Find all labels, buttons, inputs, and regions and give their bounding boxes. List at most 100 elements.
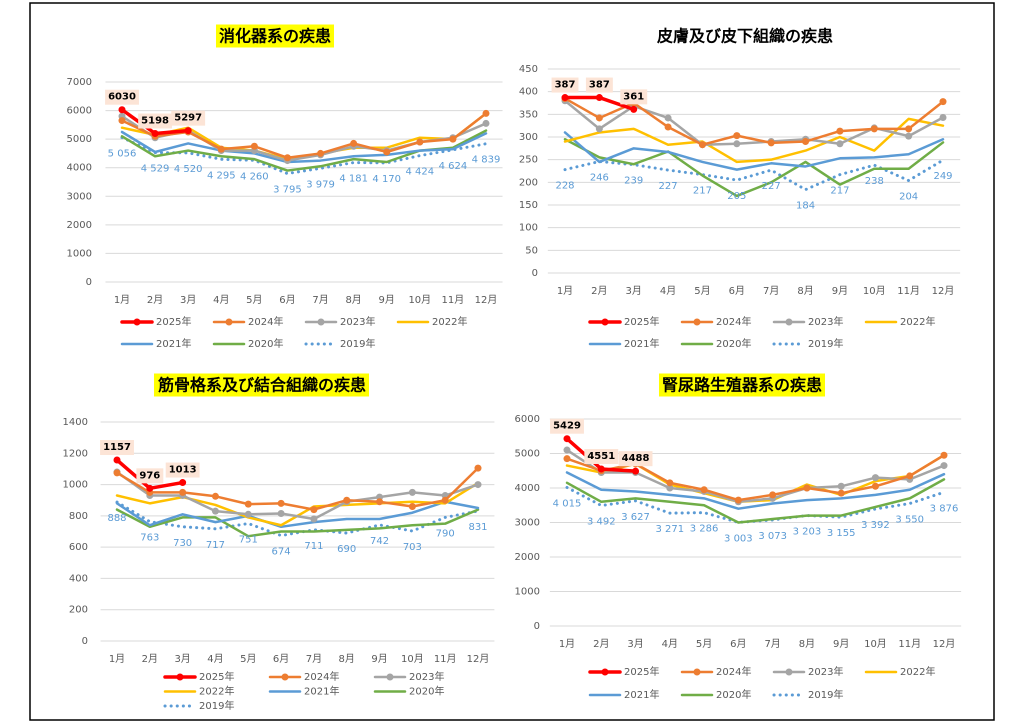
chart-title: 消化器系の疾患 [219,27,331,46]
point [733,140,741,148]
point [666,484,674,492]
y-tick-label: 250 [519,155,538,166]
series-line [115,500,480,529]
x-tick-label: 3月 [180,294,196,306]
point [802,138,810,146]
data-label-box [550,418,584,434]
data-label: 3 392 [861,520,890,531]
x-tick-label: 12月 [933,638,956,650]
x-tick-label: 5月 [694,285,710,297]
y-tick-label: 400 [69,573,88,584]
series-line [563,117,945,164]
data-label-box [138,113,173,129]
point [113,469,121,477]
point [118,106,126,114]
y-tick-label: 1200 [63,448,88,459]
y-tick-label: 2000 [515,552,540,563]
x-tick-label: 9月 [379,294,395,306]
x-tick-label: 5月 [240,653,256,665]
x-tick-label: 2月 [591,285,607,297]
series-line [563,138,945,198]
data-label: 3 795 [273,185,302,196]
title-highlight [215,24,335,48]
point [905,125,913,133]
data-label: 3 271 [655,524,684,535]
point [408,502,416,510]
chart-title: 筋骨格系及び結合組織の疾患 [157,376,366,395]
data-label: 831 [468,522,487,533]
x-tick-label: 2月 [593,638,609,650]
data-label: 976 [139,470,160,481]
y-tick-label: 1400 [63,417,88,428]
legend-label: 2025年 [624,665,659,678]
y-tick-label: 300 [519,132,538,143]
x-tick-label: 3月 [174,653,190,665]
data-label: 228 [555,181,574,192]
data-label: 227 [762,181,781,192]
y-tick-label: 450 [519,64,538,75]
legend-label: 2019年 [199,699,234,712]
y-tick-label: 1000 [63,480,88,491]
data-label-box [551,77,579,93]
point [179,479,187,487]
point [595,114,603,122]
x-tick-label: 3月 [626,285,642,297]
data-label: 387 [555,80,576,91]
x-tick-label: 9月 [371,653,387,665]
data-label: 751 [239,535,258,546]
point [217,145,225,153]
y-tick-label: 150 [519,200,538,211]
x-tick-label: 6月 [729,285,745,297]
legend-label: 2023年 [409,670,444,683]
series-line [563,97,945,146]
data-label: 4 529 [141,164,170,175]
legend-marker [785,318,793,326]
point [630,105,638,113]
y-tick-label: 0 [82,636,88,647]
data-label: 4 839 [472,155,501,166]
y-tick-label: 0 [532,268,538,279]
series-line [565,485,946,524]
point [118,117,126,125]
point [376,498,384,506]
legend-label: 2022年 [199,685,234,698]
data-label: 3 627 [621,512,650,523]
data-label: 238 [865,176,884,187]
x-tick-label: 11月 [897,285,920,297]
y-tick-label: 3000 [67,191,92,202]
y-tick-label: 200 [519,177,538,188]
data-label: 3 876 [930,503,959,514]
data-label: 3 203 [793,526,822,537]
x-tick-label: 12月 [467,653,490,665]
point [482,109,490,117]
data-label: 703 [403,542,422,553]
data-label: 4 520 [174,164,203,175]
data-label: 3 979 [306,179,335,190]
y-tick-label: 600 [69,542,88,553]
point [836,127,844,135]
data-label: 4 181 [339,174,368,185]
x-tick-label: 10月 [863,285,886,297]
x-tick-label: 8月 [799,638,815,650]
point [317,149,325,157]
point [350,139,358,147]
x-tick-label: 12月 [932,285,955,297]
legend-label: 2025年 [199,670,234,683]
legend-label: 2019年 [808,337,843,350]
data-label: 4 170 [372,174,401,185]
point [383,148,391,156]
data-label: 246 [590,172,609,183]
data-label: 763 [140,533,159,544]
point [940,451,948,459]
x-tick-label: 2月 [142,653,158,665]
point [939,98,947,106]
data-label: 888 [107,513,126,524]
x-tick-label: 11月 [898,638,921,650]
point [666,479,674,487]
y-tick-label: 1000 [67,248,92,259]
series-line [115,508,480,538]
point [310,506,318,514]
y-tick-label: 6000 [67,106,92,117]
x-tick-label: 4月 [660,285,676,297]
data-label: 1157 [103,442,131,453]
